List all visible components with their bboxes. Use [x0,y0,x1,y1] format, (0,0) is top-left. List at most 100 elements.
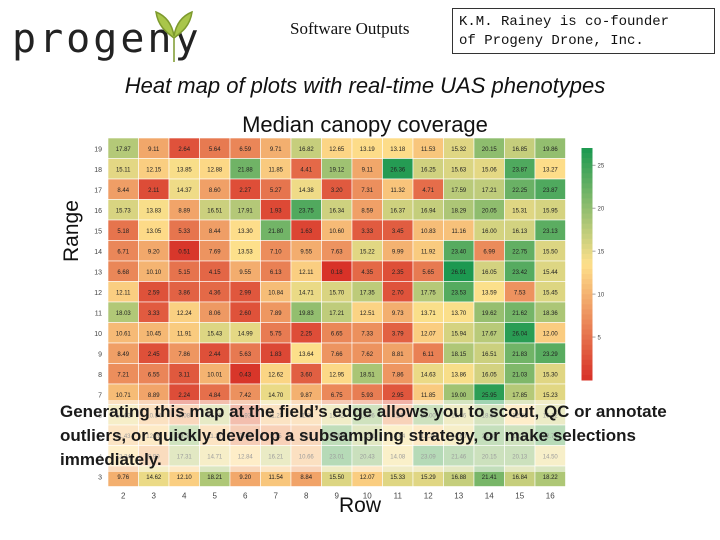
cell-value-label: 12.51 [360,311,376,317]
colorbar-segment [581,163,593,169]
credit-box: K.M. Rainey is co-founder of Progeny Dro… [452,8,715,54]
cell-value-label: 16.13 [512,229,528,235]
cell-value-label: 9.73 [392,311,404,317]
colorbar-segment [581,253,593,260]
cell-value-label: 12.00 [543,331,559,337]
cell-value-label: 2.64 [178,147,190,153]
y-tick-label: 3 [98,474,102,481]
cell-value-label: 16.37 [390,208,406,214]
colorbar-segment [581,158,593,164]
cell-value-label: 2.45 [148,352,160,358]
cell-value-label: 14.37 [177,188,193,194]
cell-value-label: 18.21 [207,475,223,481]
cell-value-label: 5.18 [117,229,129,235]
cell-value-label: 11.16 [451,229,466,235]
cell-value-label: 13.27 [543,167,559,173]
cell-value-label: 4.36 [209,290,221,296]
cell-value-label: 1.93 [270,208,282,214]
cell-value-label: 2.60 [239,311,251,317]
cell-value-label: 11.92 [421,249,436,255]
progeny-logo: progeny [12,8,199,64]
cell-value-label: 8.60 [209,188,221,194]
cell-value-label: 7.89 [270,311,282,317]
cell-value-label: 17.87 [116,147,132,153]
colorbar-tick-label: 25 [598,164,605,170]
colorbar-segment [581,248,593,255]
y-tick-label: 16 [94,208,102,215]
cell-value-label: 9.20 [239,475,251,481]
colorbar-segment [581,148,593,154]
x-tick-label: 16 [546,492,555,501]
colorbar-segment [581,354,593,361]
cell-value-label: 15.33 [390,475,406,481]
cell-value-label: 7.21 [117,372,129,378]
colorbar-segment [581,299,593,305]
y-tick-label: 12 [94,290,102,297]
cell-value-label: 2.99 [239,290,251,296]
cell-value-label: 17.21 [482,188,498,194]
colorbar-segment [581,329,593,336]
cell-value-label: 4.35 [361,270,373,276]
colorbar-segment [581,203,593,210]
x-axis-label: Row [338,494,381,517]
x-tick-label: 9 [335,492,340,501]
cell-value-label: 13.30 [238,229,254,235]
cell-value-label: 19.00 [451,393,467,399]
cell-value-label: 12.62 [268,372,284,378]
cell-value-label: 8.89 [148,393,160,399]
cell-value-label: 5.75 [270,331,282,337]
cell-value-label: 2.59 [148,290,160,296]
cell-value-label: 7.53 [514,290,526,296]
cell-value-label: 26.36 [390,167,406,173]
cell-value-label: 2.27 [239,188,251,194]
cell-value-label: 8.81 [392,352,404,358]
cell-value-label: 5.63 [239,352,251,358]
cell-value-label: 17.21 [329,311,345,317]
cell-value-label: 7.33 [361,331,373,337]
cell-value-label: 12.95 [329,372,345,378]
cell-value-label: 14.38 [299,188,315,194]
cell-value-label: 16.05 [482,372,498,378]
x-tick-label: 13 [454,492,463,501]
colorbar-segment [581,334,593,341]
cell-value-label: 4.15 [209,270,221,276]
cell-value-label: 16.34 [329,208,345,214]
cell-value-label: 16.88 [451,475,467,481]
y-tick-label: 10 [94,331,102,338]
cell-value-label: 11.85 [421,393,436,399]
cell-value-label: 8.89 [178,208,190,214]
cell-value-label: 8.44 [209,229,221,235]
cell-value-label: 18.03 [116,311,132,317]
cell-value-label: 23.53 [451,290,467,296]
cell-value-label: 12.10 [177,475,193,481]
colorbar-segment [581,349,593,356]
colorbar-tick-label: 20 [598,207,605,213]
colorbar-segment [581,213,593,220]
cell-value-label: 15.23 [543,393,559,399]
cell-value-label: 3.60 [300,372,312,378]
cell-value-label: 9.76 [117,475,129,481]
cell-value-label: 9.11 [148,147,160,153]
cell-value-label: 11.54 [268,475,283,481]
cell-value-label: 19.12 [329,167,345,173]
cell-value-label: 15.63 [451,167,467,173]
cell-value-label: 9.20 [148,249,160,255]
cell-value-label: 6.75 [331,393,343,399]
cell-value-label: 7.42 [239,393,251,399]
colorbar-segment [581,198,593,204]
cell-value-label: 7.86 [392,372,404,378]
cell-value-label: 16.51 [482,352,498,358]
colorbar-segment [581,289,593,295]
cell-value-label: 16.84 [512,475,528,481]
cell-value-label: 16.51 [207,208,223,214]
colorbar-segment [581,243,593,250]
cell-value-label: 7.31 [361,188,373,194]
colorbar-segment [581,193,593,199]
cell-value-label: 6.65 [331,331,343,337]
cell-value-label: 21.41 [482,475,498,481]
cell-value-label: 7.62 [361,352,373,358]
cell-value-label: 15.50 [329,475,345,481]
cell-value-label: 13.18 [390,147,406,153]
colorbar-segment [581,339,593,346]
cell-value-label: 7.66 [331,352,343,358]
